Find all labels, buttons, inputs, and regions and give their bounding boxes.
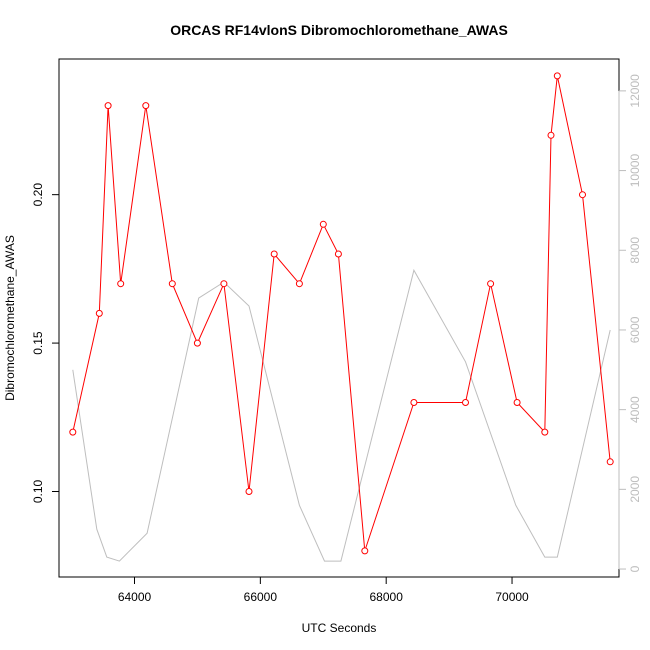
data-point [487, 280, 495, 288]
data-point [361, 547, 369, 555]
data-point [117, 280, 125, 288]
data-point [410, 399, 418, 406]
data-point [606, 458, 614, 466]
x-tick-label: 64000 [118, 590, 152, 604]
data-point [104, 102, 112, 110]
data-point [319, 220, 327, 228]
y-axis-left: 0.10 0.15 0.20 [31, 183, 60, 504]
data-point [142, 102, 150, 110]
y2-tick-label: 8000 [628, 237, 642, 264]
x-axis-label: UTC Seconds [302, 621, 377, 635]
data-point [462, 399, 469, 406]
plot-frame [58, 58, 620, 578]
data-point [95, 309, 103, 317]
y-axis-right: 0 2000 4000 6000 8000 10000 12000 [618, 74, 642, 572]
y-tick-label: 0.10 [31, 480, 45, 504]
secondary-series-line [72, 268, 611, 562]
data-point [69, 428, 77, 436]
y-axis-label: Dibromochloromethane_AWAS [3, 235, 17, 401]
x-tick-label: 66000 [244, 590, 278, 604]
data-point [193, 339, 201, 347]
data-point [547, 131, 555, 139]
y2-tick-label: 6000 [628, 316, 642, 343]
data-point [579, 191, 586, 199]
data-point [541, 428, 549, 436]
data-point [513, 399, 521, 406]
secondary-series-layer [72, 268, 611, 562]
y2-tick-label: 12000 [628, 74, 642, 108]
data-point [168, 280, 176, 288]
y2-tick-label: 4000 [628, 396, 642, 423]
x-axis: 64000 66000 68000 70000 [118, 576, 529, 604]
data-point [295, 280, 303, 288]
data-point [245, 488, 253, 495]
primary-series-line [72, 75, 611, 552]
chart-title: ORCAS RF14vlonS Dibromochloromethane_AWA… [170, 22, 508, 38]
data-point [270, 250, 278, 258]
x-tick-label: 70000 [495, 590, 529, 604]
x-tick-label: 68000 [370, 590, 404, 604]
y-tick-label: 0.15 [31, 331, 45, 355]
data-point [220, 280, 228, 288]
y2-tick-label: 2000 [628, 476, 642, 503]
data-point [553, 72, 561, 80]
data-point [334, 250, 342, 258]
y-tick-label: 0.20 [31, 183, 45, 207]
y2-tick-label: 10000 [628, 154, 642, 188]
primary-series-layer [69, 72, 614, 555]
y2-tick-label: 0 [628, 565, 642, 572]
